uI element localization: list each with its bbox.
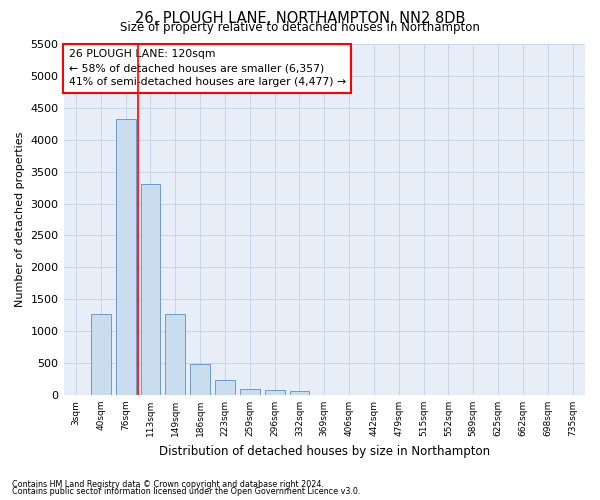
Bar <box>166 314 185 395</box>
Bar <box>215 380 235 395</box>
Text: Contains HM Land Registry data © Crown copyright and database right 2024.: Contains HM Land Registry data © Crown c… <box>12 480 324 489</box>
X-axis label: Distribution of detached houses by size in Northampton: Distribution of detached houses by size … <box>159 444 490 458</box>
Text: Contains public sector information licensed under the Open Government Licence v3: Contains public sector information licen… <box>12 488 361 496</box>
Text: Size of property relative to detached houses in Northampton: Size of property relative to detached ho… <box>120 22 480 35</box>
Text: 26 PLOUGH LANE: 120sqm
← 58% of detached houses are smaller (6,357)
41% of semi-: 26 PLOUGH LANE: 120sqm ← 58% of detached… <box>69 50 346 88</box>
Bar <box>265 390 284 395</box>
Bar <box>140 184 160 395</box>
Bar <box>91 314 111 395</box>
Bar <box>290 392 310 395</box>
Bar <box>190 364 210 395</box>
Y-axis label: Number of detached properties: Number of detached properties <box>15 132 25 307</box>
Text: 26, PLOUGH LANE, NORTHAMPTON, NN2 8DB: 26, PLOUGH LANE, NORTHAMPTON, NN2 8DB <box>135 11 465 26</box>
Bar <box>116 118 136 395</box>
Bar <box>240 389 260 395</box>
